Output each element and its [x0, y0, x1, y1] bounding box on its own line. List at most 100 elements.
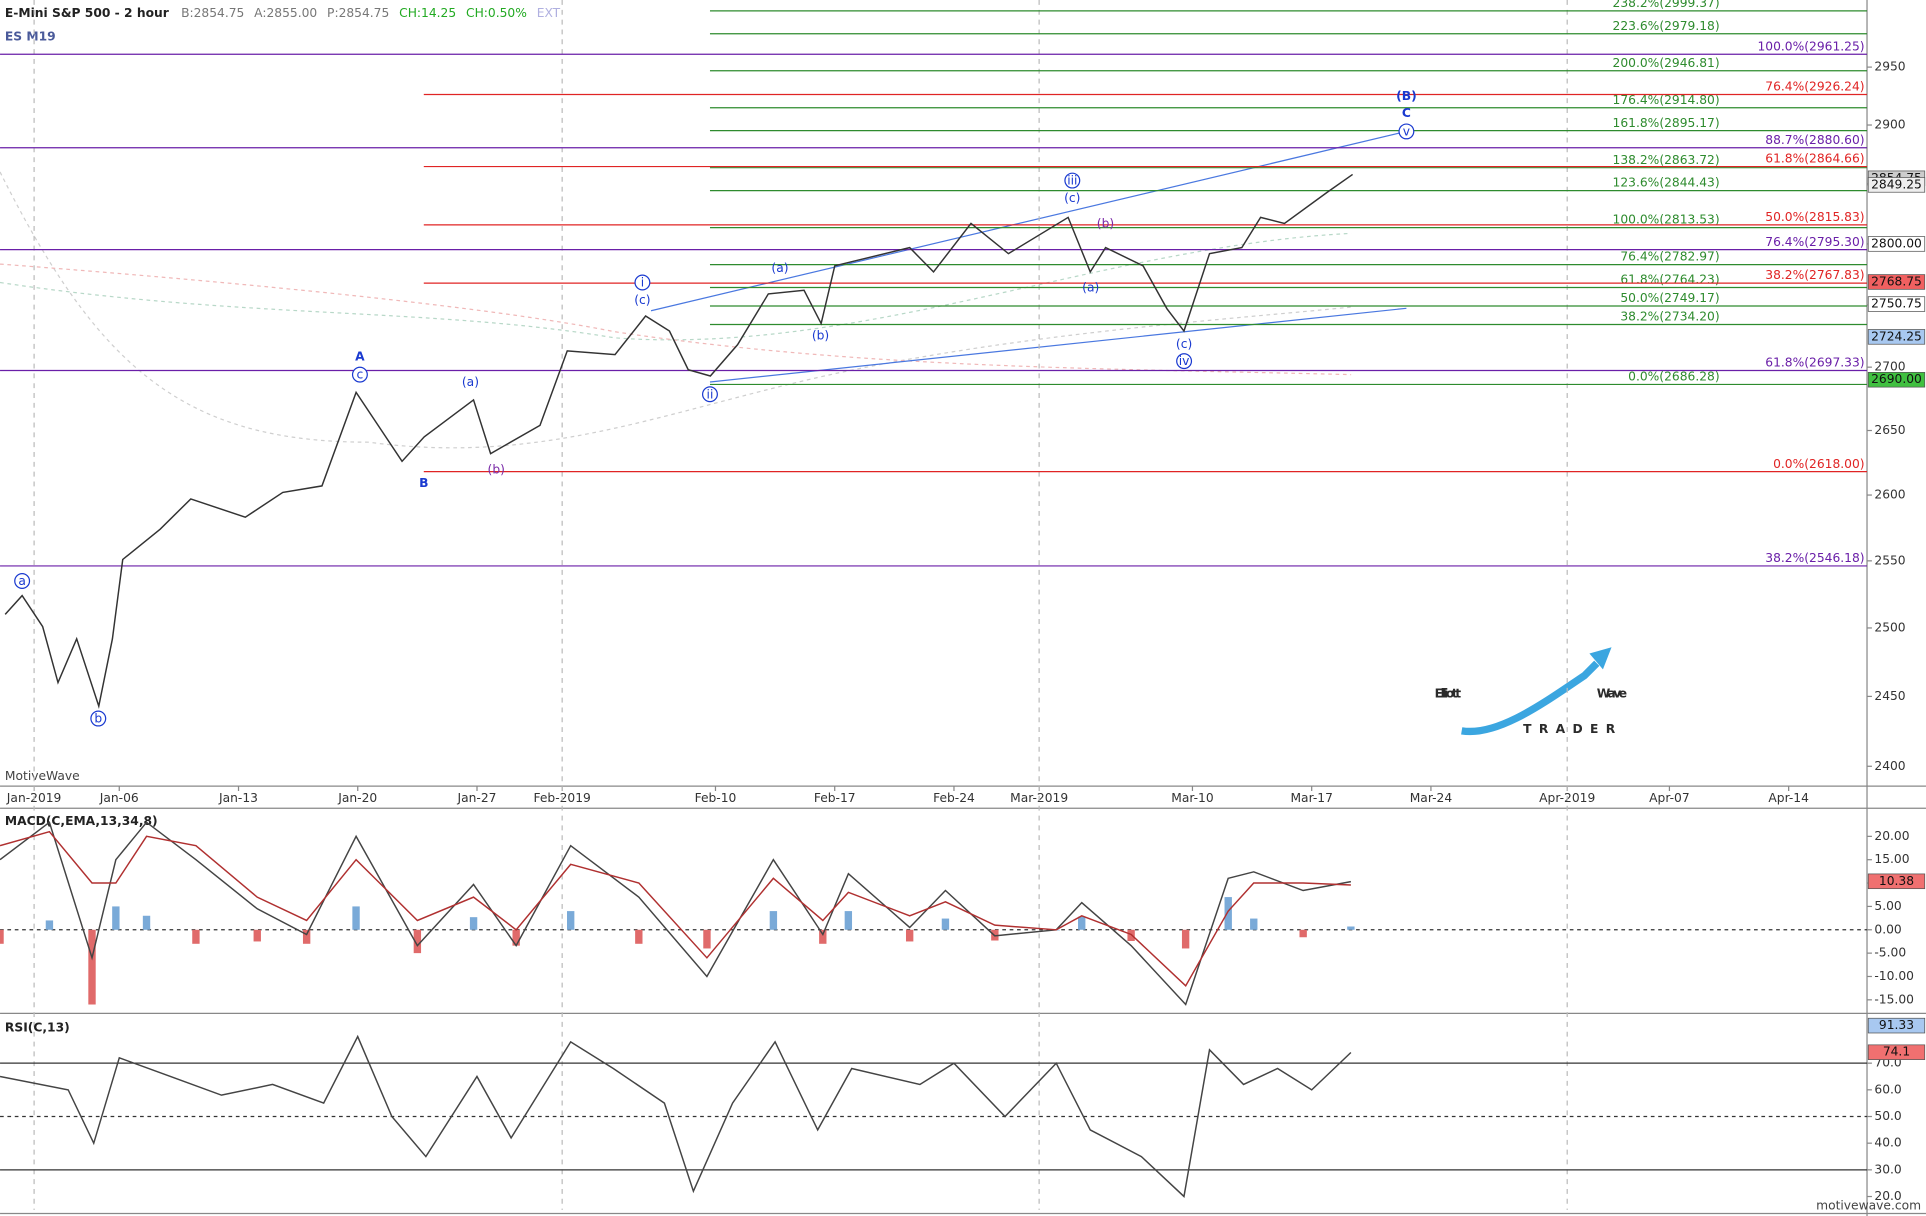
watermark: motivewave.com: [1816, 1199, 1921, 1213]
wave-label: b: [94, 712, 102, 726]
y-tick-label: 5.00: [1874, 899, 1901, 913]
wave-label: ii: [707, 387, 714, 401]
price-tag: [1867, 236, 1926, 252]
histogram-bar: [142, 915, 151, 930]
quote-field: EXT: [537, 6, 561, 20]
fib-label: 38.2%(2767.83): [1765, 268, 1864, 282]
y-tick-label: 2650: [1874, 423, 1905, 437]
histogram-bar: [1250, 918, 1258, 930]
y-tick-label: 2600: [1874, 488, 1905, 502]
fib-label: 61.8%(2864.66): [1765, 152, 1864, 166]
histogram-bar: [844, 911, 853, 930]
wave-circle: [351, 366, 368, 383]
wave-label: iv: [1179, 354, 1190, 368]
y-tick-label: 2900: [1874, 118, 1905, 132]
fib-label: 76.4%(2926.24): [1765, 80, 1864, 94]
price-tag-label: 2800.00: [1871, 236, 1922, 250]
fib-label: 76.4%(2795.30): [1765, 235, 1864, 249]
wave-label: v: [1403, 125, 1410, 139]
quote-field: CH:14.25: [399, 6, 456, 20]
source: MotiveWave: [5, 769, 80, 783]
histogram-bar: [302, 929, 311, 944]
logo-word: Wave: [1597, 686, 1627, 700]
fib-label: 138.2%(2863.72): [1613, 153, 1720, 167]
histogram-bar: [941, 918, 950, 930]
price-tag-label: 2768.75: [1871, 274, 1922, 288]
logo-word: Elliott: [1435, 686, 1462, 700]
y-tick-label: -5.00: [1874, 946, 1906, 960]
x-tick-label: Jan-13: [218, 791, 258, 805]
y-tick-label: 60.0: [1874, 1082, 1901, 1096]
fib-label: 100.0%(2813.53): [1613, 213, 1720, 227]
histogram-bar: [1078, 916, 1086, 930]
fib-label: 50.0%(2749.17): [1620, 291, 1719, 305]
wave-label: (b): [1097, 217, 1114, 231]
y-tick-label: 40.0: [1874, 1136, 1901, 1150]
symbol: ES M19: [5, 29, 56, 43]
wave-circle: [1176, 353, 1193, 370]
moving-average: [0, 263, 1352, 376]
y-tick-label: 2400: [1874, 759, 1905, 773]
price-tag-label: 2724.25: [1871, 329, 1922, 343]
histogram-bar: [352, 906, 360, 930]
fib-label: 161.8%(2895.17): [1613, 116, 1720, 130]
fib-label: 123.6%(2844.43): [1613, 176, 1720, 190]
quote-field: CH:0.50%: [466, 6, 527, 20]
trend-line: [709, 307, 1407, 383]
wave-circle: [634, 274, 651, 291]
price-tag: [1867, 329, 1926, 345]
wave-label: a: [18, 574, 26, 588]
wave-label: B: [419, 476, 428, 490]
fib-label: 38.2%(2546.18): [1765, 551, 1864, 565]
moving-average: [0, 232, 1352, 341]
y-tick-label: 0.00: [1874, 922, 1901, 936]
x-tick-label: Feb-10: [695, 791, 737, 805]
y-tick-label: 2450: [1874, 689, 1905, 703]
histogram-bar: [703, 929, 711, 949]
fib-label: 88.7%(2880.60): [1765, 133, 1864, 147]
y-tick-label: 20.0: [1874, 1189, 1901, 1203]
histogram-bar: [769, 911, 778, 930]
histogram-bar: [0, 929, 4, 944]
wave-label: (a): [462, 375, 479, 389]
wave-label: (b): [812, 328, 829, 342]
data-line: [0, 830, 1351, 987]
y-tick-label: 50.0: [1874, 1109, 1901, 1123]
x-tick-label: Mar-10: [1171, 791, 1213, 805]
wave-circle: [90, 710, 107, 727]
y-tick-label: 15.00: [1874, 852, 1909, 866]
price-tag-label: 2750.75: [1871, 297, 1922, 311]
histogram-bar: [469, 917, 478, 930]
histogram-bar: [1299, 929, 1307, 938]
y-tick-label: 2550: [1874, 553, 1905, 567]
y-tick-label: 20.00: [1874, 829, 1909, 843]
wave-label: A: [355, 349, 365, 363]
price-tag-label: 2849.25: [1871, 177, 1922, 191]
fib-label: 50.0%(2815.83): [1765, 210, 1864, 224]
x-tick-label: Apr-14: [1768, 791, 1809, 805]
wave-circle: [1398, 123, 1415, 140]
histogram-bar: [1224, 897, 1232, 930]
quote-field: P:2854.75: [327, 6, 389, 20]
fib-label: 200.0%(2946.81): [1613, 56, 1720, 70]
y-tick-label: 2500: [1874, 620, 1905, 634]
wave-label: c: [357, 368, 364, 382]
fib-label: 176.4%(2914.80): [1613, 93, 1720, 107]
histogram-bar: [192, 929, 200, 944]
moving-average: [0, 171, 1352, 449]
quote-field: A:2855.00: [254, 6, 317, 20]
price-tag-label: 91.33: [1879, 1018, 1914, 1032]
x-tick-label: Mar-24: [1410, 791, 1453, 805]
y-tick-label: 2950: [1874, 60, 1905, 74]
wave-label: iii: [1067, 174, 1077, 188]
chart-title: E-Mini S&P 500 - 2 hour: [5, 6, 170, 20]
histogram-bar: [566, 911, 575, 930]
x-tick-label: Feb-17: [814, 791, 856, 805]
logo-arrow: [1461, 660, 1600, 736]
logo: Elliott Wave TRADER: [1435, 647, 1629, 736]
histogram-bar: [413, 929, 422, 954]
price-tag: [1867, 296, 1926, 312]
histogram-bar: [819, 929, 827, 944]
histogram-bar: [88, 929, 96, 1005]
